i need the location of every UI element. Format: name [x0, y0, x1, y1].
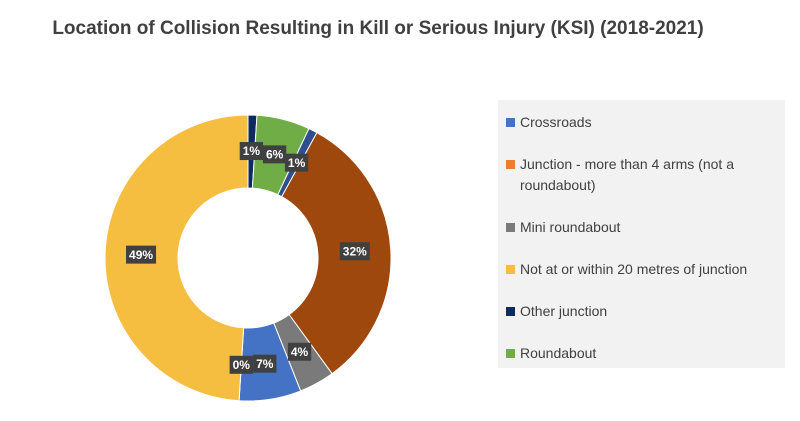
- legend-label: Junction - more than 4 arms (not a round…: [520, 156, 734, 193]
- data-label-box: [239, 142, 264, 161]
- legend-label: Crossroads: [520, 114, 592, 130]
- data-label-box: [253, 354, 277, 373]
- legend-item: Junction - more than 4 arms (not a round…: [506, 154, 775, 196]
- legend-swatch: [506, 118, 515, 127]
- slice: [281, 132, 392, 375]
- chart-title: Location of Collision Resulting in Kill …: [52, 18, 704, 39]
- data-label: 1%: [243, 144, 261, 158]
- data-label: 4%: [291, 345, 309, 359]
- legend-swatch: [506, 307, 515, 316]
- legend-item: Mini roundabout: [506, 217, 775, 238]
- data-label: 49%: [129, 248, 153, 262]
- data-label: 0%: [233, 358, 251, 372]
- legend-swatch: [506, 223, 515, 232]
- data-label-box: [229, 355, 253, 374]
- legend-item: Crossroads: [506, 112, 775, 133]
- legend-label: Other junction: [520, 303, 608, 319]
- slice: [104, 114, 249, 402]
- data-label-box: [284, 153, 309, 172]
- legend-swatch: [506, 265, 515, 274]
- legend-label: Mini roundabout: [520, 219, 621, 235]
- legend-item: Roundabout: [506, 343, 775, 364]
- legend-swatch: [506, 349, 515, 358]
- data-label: 7%: [256, 357, 274, 371]
- chart: 1% 6% 1% 32% 4% 7% 0% 49%: [104, 114, 392, 402]
- legend: Crossroads Junction - more than 4 arms (n…: [498, 100, 785, 368]
- legend-swatch: [506, 160, 515, 169]
- data-label: 6%: [266, 148, 284, 162]
- legend-item: Other junction: [506, 301, 775, 322]
- data-label: 1%: [288, 156, 306, 170]
- data-label-box: [262, 145, 287, 164]
- legend-item: Not at or within 20 metres of junction: [506, 259, 775, 280]
- data-label-box: [287, 342, 312, 361]
- legend-label: Not at or within 20 metres of junction: [520, 261, 748, 277]
- data-label-box: [339, 242, 370, 261]
- legend-label: Roundabout: [520, 345, 597, 361]
- data-label-box: [126, 245, 157, 264]
- data-label: 32%: [343, 244, 367, 258]
